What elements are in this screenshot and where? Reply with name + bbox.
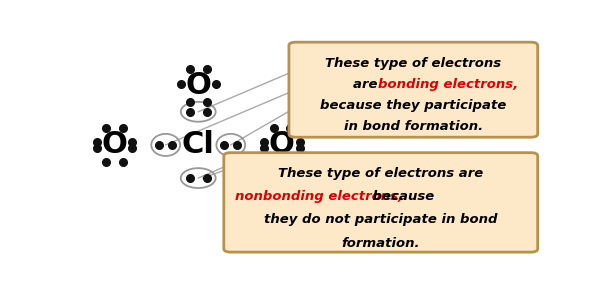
Text: These type of electrons are: These type of electrons are xyxy=(278,167,484,180)
Text: bonding electrons,: bonding electrons, xyxy=(379,77,518,90)
Text: Cl: Cl xyxy=(182,130,215,160)
Text: nonbonding electrons,: nonbonding electrons, xyxy=(235,190,403,203)
Text: These type of electrons: These type of electrons xyxy=(325,57,502,69)
Text: because they participate: because they participate xyxy=(320,98,506,112)
FancyBboxPatch shape xyxy=(289,42,538,137)
FancyBboxPatch shape xyxy=(224,153,538,252)
Text: they do not participate in bond: they do not participate in bond xyxy=(264,214,497,226)
Text: O: O xyxy=(185,71,211,100)
Text: because: because xyxy=(368,190,434,203)
Text: formation.: formation. xyxy=(341,237,420,250)
Text: in bond formation.: in bond formation. xyxy=(344,119,483,133)
Text: O: O xyxy=(269,130,295,160)
Text: are: are xyxy=(353,77,382,90)
Text: O: O xyxy=(101,130,127,160)
